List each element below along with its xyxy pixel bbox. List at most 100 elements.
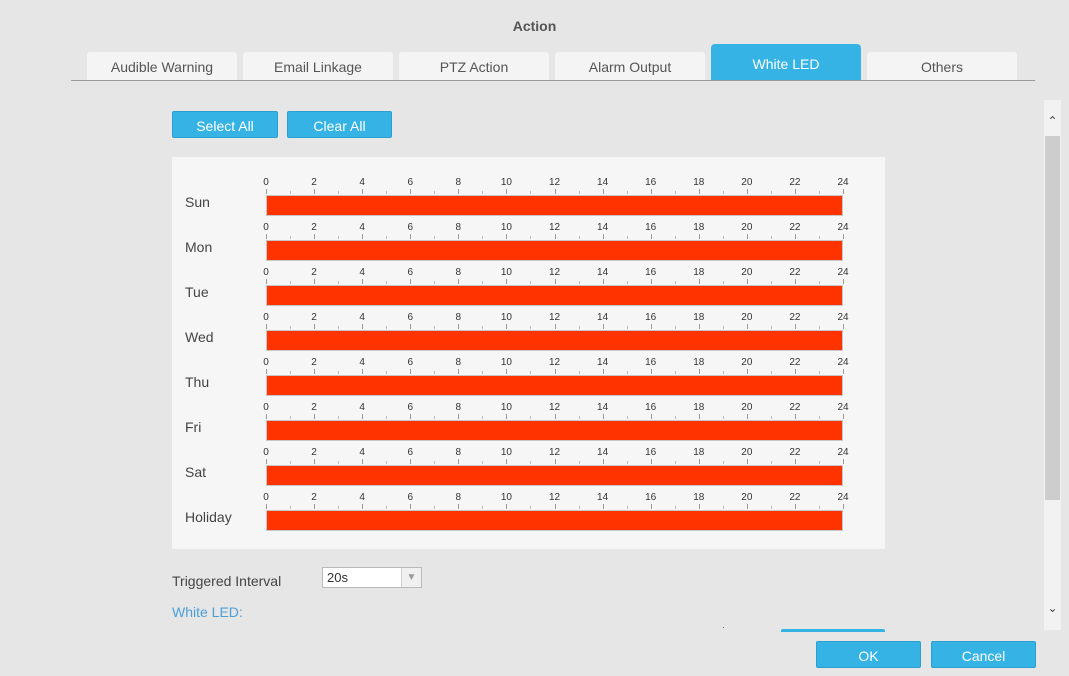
hour-tick-label: 2 bbox=[311, 267, 317, 278]
hour-tick-minor bbox=[482, 281, 484, 284]
day-label: Sun bbox=[185, 194, 210, 210]
hour-tick-minor bbox=[530, 506, 532, 509]
tab-ptz-action[interactable]: PTZ Action bbox=[399, 52, 549, 80]
hour-tick-label: 18 bbox=[693, 402, 705, 413]
hour-tick-mark bbox=[506, 414, 508, 419]
hour-tick-label: 18 bbox=[693, 312, 705, 323]
tab-audible-warning[interactable]: Audible Warning bbox=[87, 52, 237, 80]
hour-tick-label: 18 bbox=[693, 357, 705, 368]
hour-tick-label: 10 bbox=[500, 492, 512, 503]
clear-all-button[interactable]: Clear All bbox=[287, 111, 392, 138]
schedule-bar[interactable] bbox=[266, 330, 843, 351]
hour-tick-mark bbox=[602, 189, 604, 194]
hour-tick-label: 24 bbox=[837, 222, 849, 233]
hour-tick-minor bbox=[338, 416, 340, 419]
hour-tick-label: 12 bbox=[548, 447, 561, 458]
schedule-bar[interactable] bbox=[266, 420, 843, 441]
hour-tick-label: 0 bbox=[263, 402, 269, 413]
hour-tick-minor bbox=[818, 461, 820, 464]
hour-tick-label: 18 bbox=[693, 177, 705, 188]
tab-alarm-output[interactable]: Alarm Output bbox=[555, 52, 705, 80]
hour-tick-label: 2 bbox=[311, 357, 317, 368]
hour-tick-label: 16 bbox=[645, 312, 657, 323]
hour-tick-minor bbox=[626, 506, 628, 509]
hour-tick-minor bbox=[674, 281, 676, 284]
hour-tick-label: 18 bbox=[693, 447, 705, 458]
hour-tick-label: 6 bbox=[407, 267, 414, 278]
scrollbar-thumb[interactable] bbox=[1045, 136, 1060, 500]
hour-tick-mark bbox=[266, 459, 267, 464]
hour-tick-minor bbox=[338, 236, 340, 239]
hour-tick-mark bbox=[410, 324, 412, 329]
ok-button[interactable]: OK bbox=[816, 641, 921, 668]
tab-bar: Audible Warning Email Linkage PTZ Action… bbox=[71, 44, 1035, 81]
hour-tick-mark bbox=[554, 279, 556, 284]
hour-tick-label: 2 bbox=[311, 492, 317, 503]
white-led-section-label: White LED: bbox=[172, 604, 243, 620]
hour-tick-label: 6 bbox=[407, 357, 414, 368]
hour-tick-label: 4 bbox=[359, 222, 365, 233]
hour-tick-mark bbox=[410, 189, 412, 194]
hour-ruler: 0 2 4 6 8 10 12 14 16 18 20 22 24 bbox=[263, 492, 849, 509]
hour-tick-mark bbox=[650, 459, 652, 464]
hour-tick-label: 2 bbox=[311, 222, 317, 233]
hour-tick-mark bbox=[843, 234, 844, 239]
cancel-button[interactable]: Cancel bbox=[931, 641, 1036, 668]
hour-tick-mark bbox=[650, 324, 652, 329]
schedule-bar[interactable] bbox=[266, 510, 843, 531]
hour-tick-mark bbox=[410, 279, 412, 284]
hour-tick-mark bbox=[362, 324, 364, 329]
day-label: Tue bbox=[185, 284, 209, 300]
hour-tick-label: 0 bbox=[263, 357, 269, 368]
chevron-up-icon[interactable]: ⌃ bbox=[1047, 114, 1058, 128]
hour-tick-label: 10 bbox=[500, 447, 512, 458]
hour-tick-label: 14 bbox=[597, 222, 609, 233]
select-all-button[interactable]: Select All bbox=[172, 111, 278, 138]
schedule-bar[interactable] bbox=[266, 465, 843, 486]
hour-tick-minor bbox=[482, 461, 484, 464]
hour-tick-label: 16 bbox=[645, 447, 657, 458]
hour-tick-label: 4 bbox=[359, 402, 365, 413]
partial-hidden-button[interactable] bbox=[781, 629, 885, 633]
hour-tick-mark bbox=[314, 504, 316, 509]
day-label: Thu bbox=[185, 374, 210, 390]
hour-tick-label: 20 bbox=[741, 402, 753, 413]
hour-tick-mark bbox=[362, 504, 364, 509]
hour-tick-label: 8 bbox=[455, 312, 462, 323]
hour-tick-mark bbox=[843, 279, 844, 284]
hour-tick-minor bbox=[722, 281, 724, 284]
schedule-bar[interactable] bbox=[266, 195, 843, 216]
hour-tick-label: 14 bbox=[597, 357, 609, 368]
hour-tick-minor bbox=[290, 281, 292, 284]
tab-white-led[interactable]: White LED bbox=[711, 44, 861, 80]
hour-tick-minor bbox=[530, 371, 532, 374]
hour-tick-label: 14 bbox=[597, 447, 609, 458]
hour-ruler: 0 2 4 6 8 10 12 14 16 18 20 22 24 bbox=[263, 267, 849, 284]
hour-tick-minor bbox=[722, 371, 724, 374]
hour-tick-minor bbox=[578, 416, 580, 419]
hour-tick-mark bbox=[554, 459, 556, 464]
hour-tick-minor bbox=[338, 461, 340, 464]
hour-tick-minor bbox=[722, 326, 724, 329]
tab-others[interactable]: Others bbox=[867, 52, 1017, 80]
hour-tick-mark bbox=[362, 189, 364, 194]
hour-tick-label: 0 bbox=[263, 312, 269, 323]
triggered-interval-select[interactable]: 20s ▼ bbox=[322, 567, 422, 588]
schedule-bar[interactable] bbox=[266, 375, 843, 396]
hour-tick-minor bbox=[674, 506, 676, 509]
tab-email-linkage[interactable]: Email Linkage bbox=[243, 52, 393, 80]
hour-tick-label: 20 bbox=[741, 267, 753, 278]
hour-tick-minor bbox=[482, 191, 484, 194]
hour-tick-mark bbox=[602, 459, 604, 464]
hour-tick-mark bbox=[602, 324, 604, 329]
hour-tick-minor bbox=[626, 281, 628, 284]
hour-tick-label: 24 bbox=[837, 267, 849, 278]
schedule-bar[interactable] bbox=[266, 240, 843, 261]
hour-tick-minor bbox=[578, 281, 580, 284]
hour-tick-label: 12 bbox=[548, 267, 561, 278]
chevron-down-icon[interactable]: ⌄ bbox=[1047, 601, 1058, 615]
hour-tick-mark bbox=[266, 504, 267, 509]
hour-tick-minor bbox=[722, 191, 724, 194]
schedule-bar[interactable] bbox=[266, 285, 843, 306]
day-label: Sat bbox=[185, 464, 207, 480]
